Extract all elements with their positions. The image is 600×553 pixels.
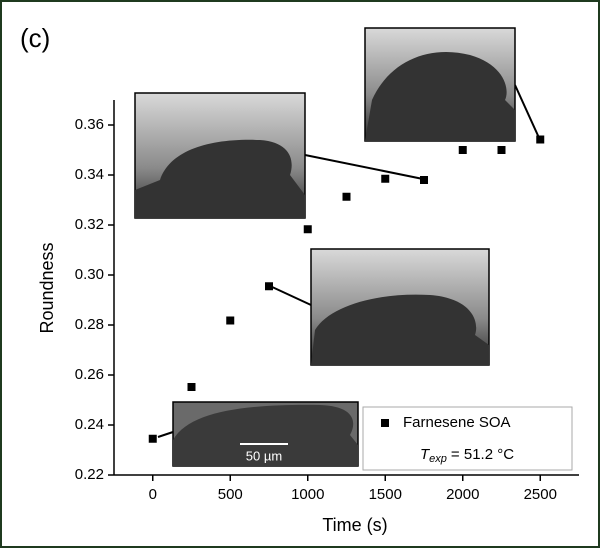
y-axis-label: Roundness <box>37 242 57 333</box>
marker <box>536 135 545 144</box>
y-tick-label: 0.30 <box>75 266 104 283</box>
marker <box>381 174 390 183</box>
connector <box>269 285 312 306</box>
marker <box>226 316 235 325</box>
marker <box>187 383 196 391</box>
y-tick-label: 0.36 <box>75 116 104 133</box>
annotation-text: = 51.2 °C <box>451 446 514 463</box>
connector <box>304 154 424 180</box>
connector <box>514 84 541 141</box>
inset-image: 50 µm <box>172 401 359 467</box>
legend-label: Farnesene SOA <box>403 414 511 431</box>
x-tick-label: 500 <box>218 486 243 503</box>
annotation-subscript: exp <box>429 453 447 465</box>
marker <box>303 225 312 234</box>
marker <box>420 176 428 184</box>
insets <box>157 84 541 438</box>
y-tick-label: 0.24 <box>75 416 104 433</box>
marker <box>458 146 467 154</box>
legend-marker <box>381 419 389 427</box>
y-tick-label: 0.22 <box>75 466 104 483</box>
annotation: Texp = 51.2 °C <box>420 446 514 465</box>
connector <box>157 431 174 438</box>
panel-label: (c) <box>20 23 50 53</box>
x-tick-label: 1000 <box>291 486 324 503</box>
marker <box>265 282 273 291</box>
y-tick-label: 0.34 <box>75 166 104 183</box>
x-axis-label: Time (s) <box>322 515 387 535</box>
inset-image <box>134 92 306 219</box>
x-tick-label: 2500 <box>524 486 557 503</box>
x-tick-label: 0 <box>149 486 157 503</box>
y-tick-label: 0.28 <box>75 316 104 333</box>
legend-box <box>362 406 573 471</box>
marker <box>342 192 351 201</box>
scale-bar-label: 50 µm <box>246 448 282 463</box>
annotation-symbol: T <box>420 446 431 463</box>
marker <box>497 146 506 154</box>
y-tick-label: 0.26 <box>75 366 104 383</box>
y-tick-label: 0.32 <box>75 216 104 233</box>
inset-image <box>364 27 516 142</box>
inset-image <box>310 248 490 366</box>
x-tick-label: 1500 <box>369 486 402 503</box>
x-tick-label: 2000 <box>446 486 479 503</box>
marker <box>148 434 157 443</box>
